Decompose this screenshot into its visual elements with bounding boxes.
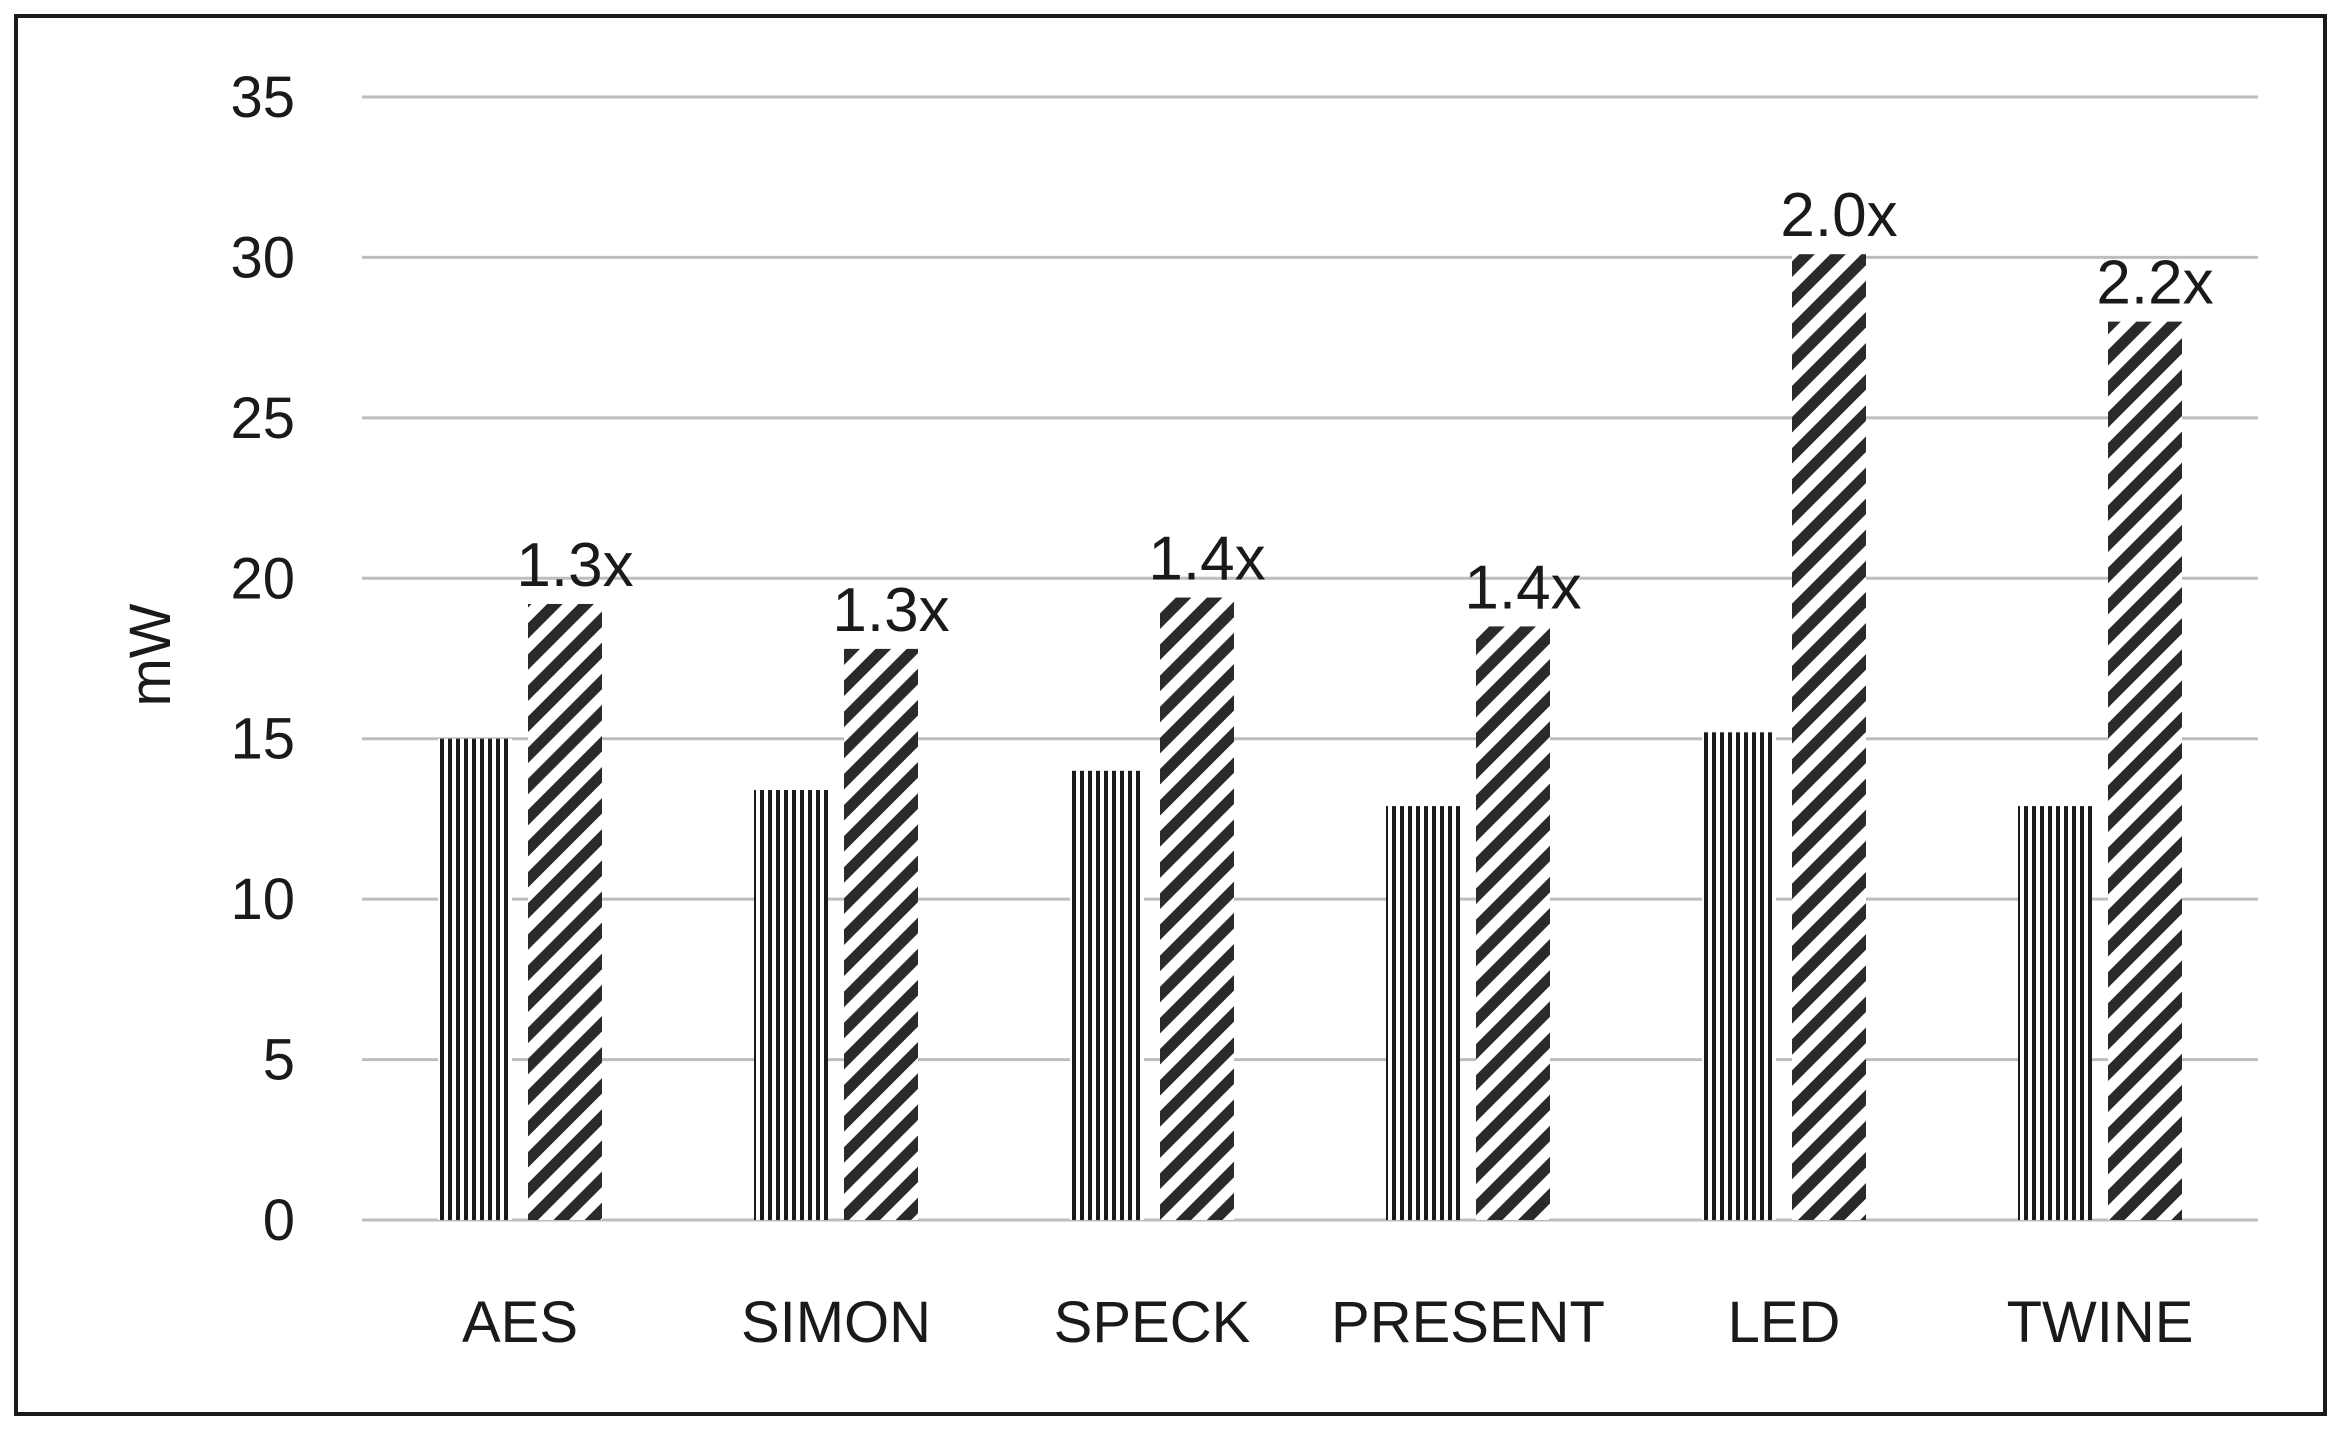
y-axis-title: mW [118, 603, 183, 706]
data-label: 2.2x [2096, 249, 2213, 318]
x-category-label: SIMON [741, 1290, 931, 1355]
data-label: 2.0x [1780, 181, 1897, 250]
y-tick-label: 15 [230, 707, 295, 772]
y-tick-label: 10 [230, 867, 295, 932]
data-label: 1.4x [1148, 525, 1265, 594]
bar-speck-series-2 [1160, 597, 1234, 1220]
data-label: 1.4x [1464, 553, 1581, 622]
y-tick-label: 20 [230, 546, 295, 611]
data-label: 1.3x [516, 531, 633, 600]
bar-speck-series-1 [1070, 770, 1144, 1220]
bars [438, 254, 2182, 1221]
x-category-label: AES [462, 1290, 578, 1355]
y-axis-ticks: 0 5 10 15 20 25 30 35 [230, 65, 295, 1253]
bar-present-series-2 [1476, 626, 1550, 1220]
bar-led-series-1 [1702, 732, 1776, 1220]
bar-led-series-2 [1792, 254, 1866, 1221]
y-tick-label: 25 [230, 386, 295, 451]
y-tick-label: 5 [263, 1028, 295, 1093]
bar-aes-series-1 [438, 738, 512, 1220]
bar-simon-series-1 [754, 790, 828, 1220]
data-label: 1.3x [832, 576, 949, 645]
x-category-label: PRESENT [1331, 1290, 1605, 1355]
bar-twine-series-2 [2108, 321, 2182, 1221]
y-tick-label: 0 [263, 1188, 295, 1253]
data-labels: 1.3x 1.3x 1.4x 1.4x 2.0x 2.2x [516, 181, 2213, 645]
gridlines [362, 95, 2258, 1222]
bar-simon-series-2 [844, 648, 918, 1220]
x-axis-categories: AES SIMON SPECK PRESENT LED TWINE [462, 1290, 2193, 1355]
y-tick-label: 35 [230, 65, 295, 130]
bar-present-series-1 [1386, 806, 1460, 1220]
bar-aes-series-2 [528, 603, 602, 1220]
x-category-label: SPECK [1054, 1290, 1251, 1355]
bar-twine-series-1 [2018, 806, 2092, 1220]
y-tick-label: 30 [230, 225, 295, 290]
x-category-label: LED [1728, 1290, 1841, 1355]
x-category-label: TWINE [2007, 1290, 2194, 1355]
